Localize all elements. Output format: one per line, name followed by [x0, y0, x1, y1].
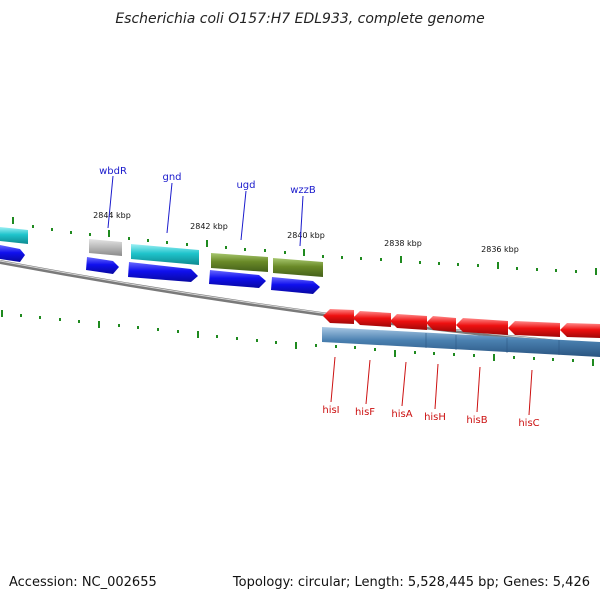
cds-arrow-ugd[interactable] [209, 270, 266, 288]
outer-tick-ring [12, 217, 597, 275]
gene-label-hisC[interactable]: hisC [518, 418, 539, 429]
gene-label-wzzB[interactable]: wzzB [290, 185, 316, 196]
gene-label-ugd[interactable]: ugd [236, 180, 255, 191]
cds-arrow-right[interactable] [560, 323, 600, 338]
gene-label-gnd[interactable]: gnd [162, 172, 181, 183]
kbp-label-2844: 2844 kbp [93, 211, 131, 220]
leader-ugd [240, 190, 247, 241]
forward-feature-row [0, 227, 323, 277]
leader-hisH [434, 363, 439, 410]
kbp-label-2836: 2836 kbp [481, 245, 519, 254]
cds-arrow-left[interactable] [0, 245, 25, 262]
feature-olive-ugd[interactable] [211, 253, 268, 272]
kbp-label-2842: 2842 kbp [190, 222, 228, 231]
cds-arrow-hisH[interactable] [426, 316, 456, 332]
reverse-feature-row [322, 327, 600, 357]
feature-olive-wzzB[interactable] [273, 258, 323, 277]
cds-arrow-gnd[interactable] [128, 262, 198, 282]
cds-arrow-wzzB[interactable] [271, 277, 320, 294]
gene-label-hisH[interactable]: hisH [424, 412, 446, 423]
map-title: Escherichia coli O157:H7 EDL933, complet… [115, 11, 484, 27]
leader-hisC [528, 369, 533, 416]
kbp-label-2840: 2840 kbp [287, 231, 325, 240]
leader-hisI [330, 356, 336, 403]
cds-arrow-hisF[interactable] [353, 311, 391, 327]
cds-arrow-hisA[interactable] [390, 314, 427, 330]
gene-label-hisB[interactable]: hisB [466, 415, 487, 426]
feature-gray-wbdR[interactable] [89, 239, 122, 256]
gene-label-hisF[interactable]: hisF [355, 407, 375, 418]
leader-gnd [166, 182, 173, 234]
accession-text: Accession: NC_002655 [9, 575, 157, 590]
gene-label-hisA[interactable]: hisA [391, 409, 412, 420]
reverse-gene-labels: hisI hisF hisA hisH hisB hisC [322, 356, 540, 429]
gene-label-hisI[interactable]: hisI [322, 405, 339, 416]
leader-hisF [365, 359, 371, 405]
forward-gene-labels: wbdR gnd ugd wzzB [99, 166, 316, 247]
forward-cds-row [0, 245, 320, 294]
cds-arrow-hisB[interactable] [456, 318, 508, 335]
leader-wzzB [299, 195, 304, 247]
genome-summary-text: Topology: circular; Length: 5,528,445 bp… [232, 575, 590, 590]
cds-arrow-wbdR[interactable] [86, 257, 119, 274]
feature-cyan-left[interactable] [0, 227, 28, 244]
cds-arrow-hisC[interactable] [508, 321, 560, 337]
feature-his-operon[interactable] [322, 327, 600, 357]
kbp-label-2838: 2838 kbp [384, 239, 422, 248]
feature-cyan-gnd[interactable] [131, 244, 199, 265]
cds-arrow-hisI[interactable] [323, 309, 354, 324]
inner-tick-ring [1, 310, 594, 366]
genome-backbone-highlight [0, 260, 600, 346]
gene-label-wbdR[interactable]: wbdR [99, 166, 127, 177]
reverse-cds-row [323, 309, 600, 338]
leader-wbdR [107, 175, 114, 229]
leader-hisB [476, 366, 481, 413]
leader-hisA [401, 361, 407, 407]
